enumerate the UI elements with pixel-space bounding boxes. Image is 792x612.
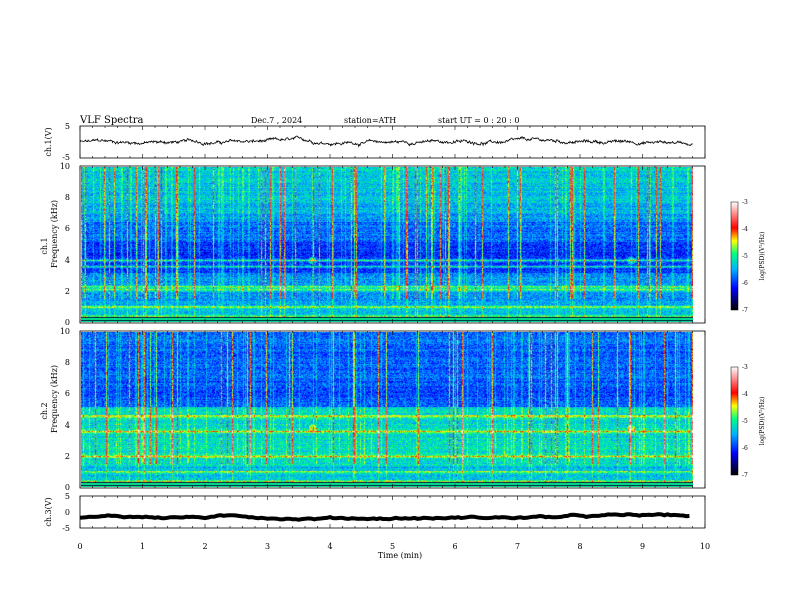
ch3-ytick-top: 5 [65,492,70,501]
ch1-colorbar-tick-m3: -3 [742,199,748,206]
ch2-ytick-4: 4 [65,421,70,430]
xtick-4: 4 [327,542,332,551]
xtick-6: 6 [452,542,457,551]
figure-title: VLF Spectra [79,115,144,126]
ch1-spectrogram-panel: 0 2 4 6 8 10 ch.1 Frequency (kHz) -3 -4 … [40,162,766,327]
xtick-2: 2 [202,542,207,551]
ch1-colorbar-tick-m4: -4 [742,226,748,233]
x-axis-label: Time (min) [378,551,422,560]
xtick-7: 7 [515,542,520,551]
ch1-ytick-bottom: -5 [62,153,70,162]
ch1-ytick-2: 2 [65,287,70,296]
ch2-ytick-2: 2 [65,452,70,461]
ch1-waveform-ylabel: ch.1(V) [44,127,53,156]
ch2-colorbar-tick-m5: -5 [742,418,748,425]
ch1-colorbar-tick-m5: -5 [742,253,748,260]
ch2-colorbar-tick-m7: -7 [742,472,748,479]
x-axis: 0 1 2 3 4 5 6 7 8 9 10 Time (min) [77,542,710,560]
ch1-waveform-line [79,135,693,148]
ch1-spectrogram-image [81,167,693,322]
ch2-colorbar-tick-m4: -4 [742,391,748,398]
ch1-colorbar [730,201,739,311]
ch3-waveform-panel: 5 0 -5 ch.3(V) [44,492,706,533]
ch2-colorbar-tick-m6: -6 [742,445,748,452]
ch1-ytick-6: 6 [65,224,70,233]
ch2-ytick-8: 8 [65,358,70,367]
xtick-10: 10 [700,542,710,551]
ch1-colorbar-tick-m7: -7 [742,307,748,314]
ch2-ytick-6: 6 [65,389,70,398]
ch1-frequency-ylabel: Frequency (kHz) [50,200,59,268]
ch1-colorbar-tick-m6: -6 [742,280,748,287]
ch1-ytick-0: 0 [65,318,70,327]
xtick-5: 5 [390,542,395,551]
ch2-spectrogram-panel: 0 2 4 6 8 10 ch.2 Frequency (kHz) -3 -4 … [40,327,766,492]
ch2-ytick-0: 0 [65,483,70,492]
xtick-9: 9 [640,542,645,551]
ch3-waveform-line [79,512,690,522]
ch1-waveform-panel: 5 -5 ch.1(V) [44,122,706,162]
ch1-ytick-top: 5 [65,122,70,131]
ch1-spectrogram-ylabel: ch.1 [40,237,49,254]
xtick-3: 3 [265,542,270,551]
xtick-8: 8 [577,542,582,551]
ch3-ytick-bottom: -5 [62,524,70,533]
header-date: Dec.7 , 2024 [251,116,302,125]
ch3-waveform-frame [79,495,706,529]
ch2-spectrogram-ylabel: ch.2 [40,402,49,419]
ch2-colorbar-label: log(PSD)(V²/Hz) [759,397,766,446]
ch1-ytick-4: 4 [65,256,70,265]
ch2-spectrogram-image [81,332,693,487]
xtick-1: 1 [140,542,145,551]
ch1-ytick-8: 8 [65,193,70,202]
ch3-ytick-mid: 0 [65,508,70,517]
ch2-colorbar-tick-m3: -3 [742,364,748,371]
header-station: station=ATH [344,116,396,125]
header-start-ut: start UT = 0 : 20 : 0 [438,116,519,125]
ch2-ytick-10: 10 [60,327,70,336]
ch2-colorbar [730,366,739,476]
ch3-waveform-ylabel: ch.3(V) [44,497,53,526]
ch1-ytick-10: 10 [60,162,70,171]
ch2-spectrogram-yticks: 0 2 4 6 8 10 [60,327,70,492]
xtick-0: 0 [77,542,82,551]
ch1-spectrogram-yticks: 0 2 4 6 8 10 [60,162,70,327]
ch1-colorbar-label: log(PSD)(V²/Hz) [759,232,766,281]
axis-tick-marks [79,126,706,528]
ch2-frequency-ylabel: Frequency (kHz) [50,365,59,433]
